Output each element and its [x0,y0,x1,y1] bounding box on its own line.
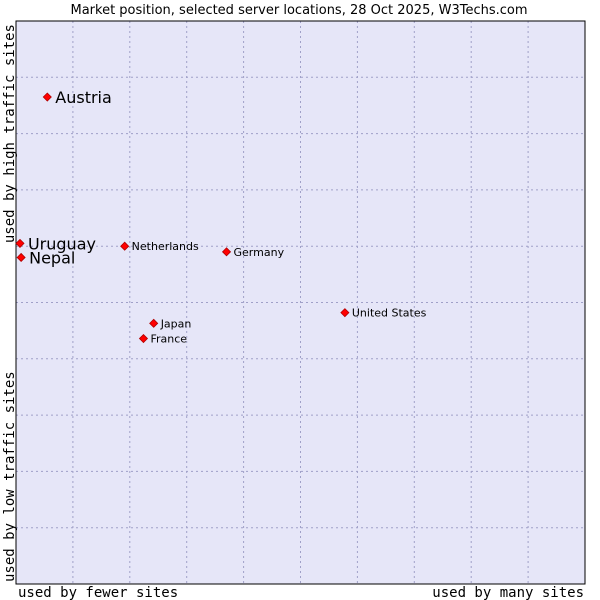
data-point: Uruguay [15,234,96,253]
point-marker [149,318,159,328]
chart-title: Market position, selected server locatio… [70,3,527,18]
point-label: Netherlands [132,240,199,253]
plot-border [15,20,586,585]
point-label: Germany [234,246,285,259]
data-point: Netherlands [120,240,199,253]
point-marker [42,92,52,102]
point-marker [15,238,25,248]
y-axis-label-bottom: used by low traffic sites [2,371,18,582]
point-marker [120,241,130,251]
data-point: Germany [221,246,285,259]
data-point: Japan [149,317,192,330]
point-label: Uruguay [28,234,96,253]
x-axis-label-right: used by many sites [432,585,584,600]
point-marker [138,333,149,344]
data-point: Austria [42,88,112,107]
point-label: France [150,333,187,346]
point-label: Japan [160,317,192,330]
point-marker [16,252,26,263]
point-label: Austria [55,88,112,107]
point-marker [340,308,350,318]
x-axis-label-left: used by fewer sites [18,585,178,600]
data-point: United States [340,307,427,320]
y-axis-label-top: used by high traffic sites [2,24,18,243]
point-label: Nepal [29,248,75,267]
data-point: France [138,333,187,346]
point-label: United States [352,307,427,320]
point-marker [221,247,232,257]
data-point: Nepal [16,248,75,267]
grid-lines [16,21,585,584]
